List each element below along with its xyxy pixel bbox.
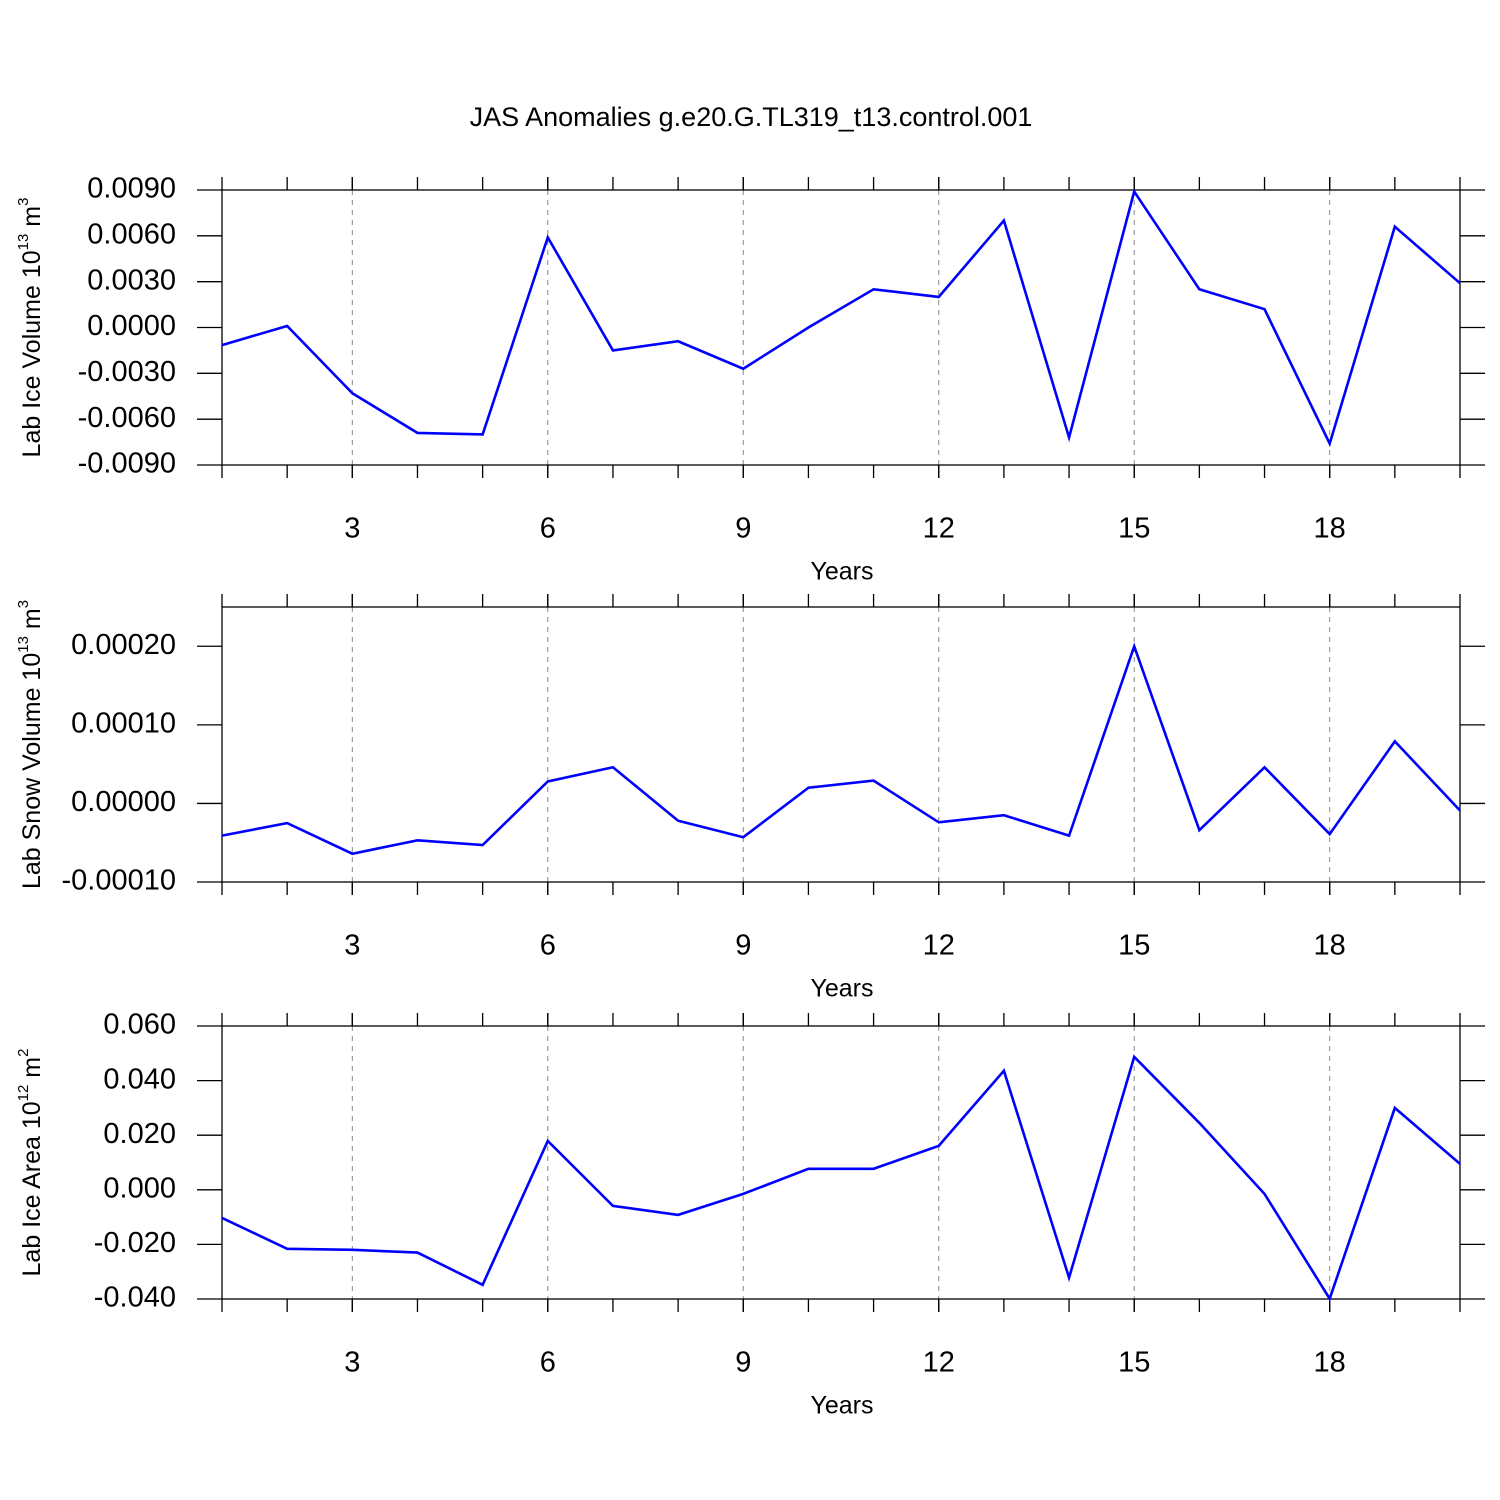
x-axis-label: Years <box>810 975 873 1003</box>
data-line <box>221 642 1461 856</box>
y-tick-label: 0.000 <box>103 1172 176 1204</box>
x-tick-label: 3 <box>344 513 360 545</box>
x-tick-label: 18 <box>1314 513 1346 545</box>
x-tick-label: 15 <box>1118 930 1150 962</box>
y-tick-label: 0.0000 <box>87 310 176 342</box>
y-axis-label-part: m <box>18 608 46 636</box>
x-tick-label: 3 <box>344 930 360 962</box>
y-tick-label: 0.00000 <box>71 786 176 818</box>
plot-frame <box>221 1025 1461 1300</box>
y-axis-label: Lab Snow Volume 1013 m3 <box>15 600 45 889</box>
data-line <box>221 188 1461 448</box>
y-tick-label: 0.0090 <box>87 173 176 205</box>
panel: 3 6 9 12 15 18 -0.0090 -0.0060 -0.0030 0.0000 0.00… <box>15 173 1485 586</box>
y-axis-label-part: Lab Ice Area 10 <box>18 1101 46 1276</box>
y-tick-label: 0.0060 <box>87 218 176 250</box>
y-axis-label-part: Lab Snow Volume 10 <box>18 653 46 889</box>
y-axis-label-exponent: 3 <box>15 198 32 206</box>
y-tick-label: -0.0030 <box>78 356 176 388</box>
panel: 3 6 9 12 15 18 -0.040 -0.020 0.000 0.020 0.040 0.06… <box>15 1009 1485 1420</box>
x-tick-label: 15 <box>1118 1347 1150 1379</box>
x-tick-label: 12 <box>923 513 955 545</box>
figure-title: JAS Anomalies g.e20.G.TL319_t13.control.… <box>470 102 1033 132</box>
x-tick-label: 9 <box>735 930 751 962</box>
x-tick-label: 9 <box>735 1347 751 1379</box>
y-axis-label: Lab Ice Volume 1013 m3 <box>15 198 45 458</box>
y-axis-label-part: Lab Ice Volume 10 <box>18 250 46 457</box>
x-tick-label: 3 <box>344 1347 360 1379</box>
y-axis-label-exponent: 2 <box>15 1049 32 1057</box>
x-tick-label: 9 <box>735 513 751 545</box>
y-axis-label-part: m <box>18 1057 46 1085</box>
x-tick-label: 15 <box>1118 513 1150 545</box>
y-tick-label: -0.00010 <box>62 865 177 897</box>
y-axis-label: Lab Ice Area 1012 m2 <box>15 1049 45 1277</box>
y-tick-label: -0.040 <box>94 1282 176 1314</box>
y-axis-label-exponent: 13 <box>15 234 32 251</box>
y-tick-label: 0.0030 <box>87 264 176 296</box>
y-tick-label: 0.00020 <box>71 629 176 661</box>
data-line <box>221 1054 1461 1302</box>
y-tick-label: 0.00010 <box>71 708 176 740</box>
plot-frame <box>221 189 1461 466</box>
x-tick-label: 6 <box>540 1347 556 1379</box>
panel: 3 6 9 12 15 18 -0.00010 0.00000 0.00010 0.00020 Ye… <box>15 594 1485 1003</box>
x-tick-label: 18 <box>1314 1347 1346 1379</box>
y-tick-label: -0.0090 <box>78 448 176 480</box>
y-tick-label: 0.020 <box>103 1118 176 1150</box>
y-axis-label-exponent: 12 <box>15 1085 32 1102</box>
x-tick-label: 6 <box>540 513 556 545</box>
y-axis-label-exponent: 3 <box>15 600 32 608</box>
x-tick-label: 18 <box>1314 930 1346 962</box>
x-axis-label: Years <box>810 558 873 586</box>
y-tick-label: -0.0060 <box>78 402 176 434</box>
y-tick-label: 0.040 <box>103 1063 176 1095</box>
y-tick-label: 0.060 <box>103 1009 176 1041</box>
y-tick-label: -0.020 <box>94 1227 176 1259</box>
x-tick-label: 6 <box>540 930 556 962</box>
x-tick-label: 12 <box>923 1347 955 1379</box>
y-axis-label-part: m <box>18 206 46 234</box>
x-axis-label: Years <box>810 1392 873 1420</box>
plot-frame <box>221 606 1461 883</box>
y-axis-label-exponent: 13 <box>15 636 32 653</box>
x-tick-label: 12 <box>923 930 955 962</box>
